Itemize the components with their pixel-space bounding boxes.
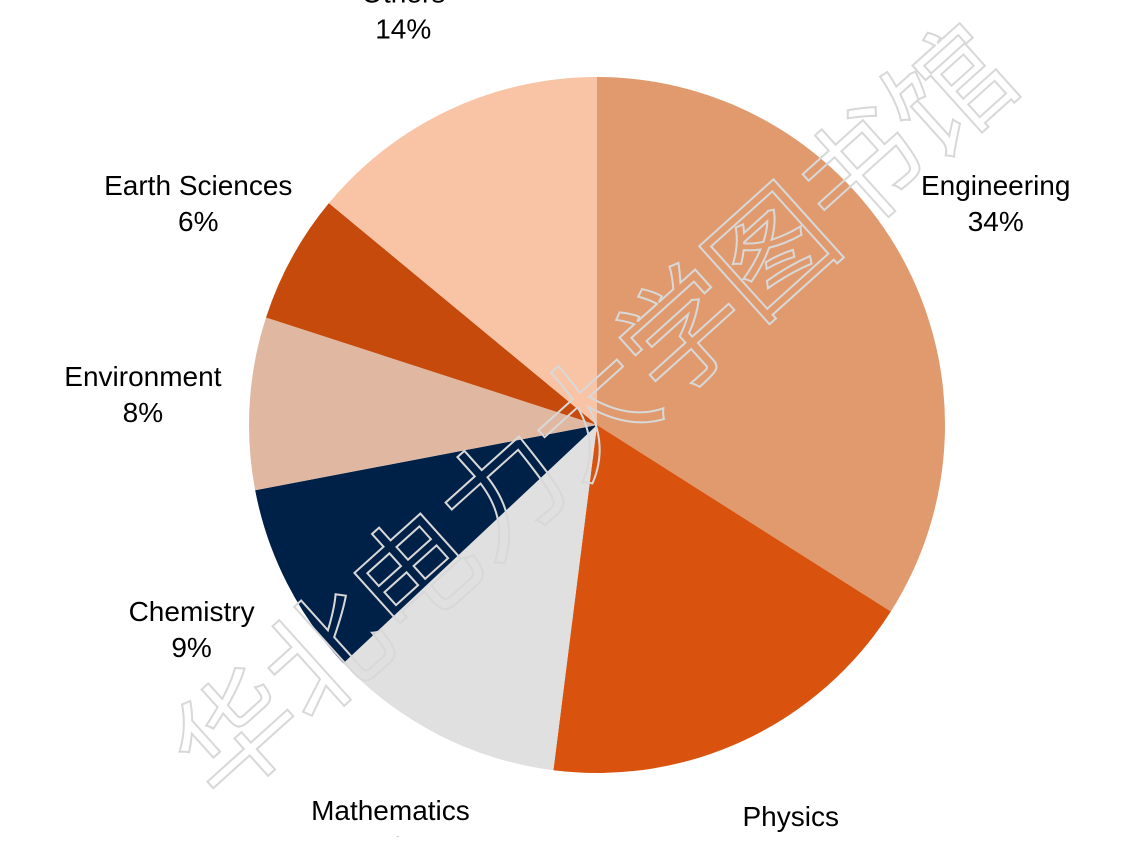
slice-label: Engineering [921,170,1070,201]
slice-value-label: 11% [363,831,417,837]
pie-slice [249,317,597,491]
pie-slice [255,425,597,664]
slice-label: Chemistry [129,596,255,627]
slice-value-label: 14% [375,14,431,45]
slice-label: Physics [742,801,838,832]
slice-label: Earth Sciences [104,170,292,201]
slice-label: Mathematics [311,795,470,826]
pie-slice [553,425,891,773]
slice-value-label: 9% [171,632,211,663]
slice-label: Environment [64,361,221,392]
slice-value-label: 34% [968,206,1024,237]
slice-label: Others [361,0,445,9]
pie-slice [328,77,597,425]
pie-slice [597,77,945,612]
pie-slice [266,203,597,425]
slices [249,77,945,773]
pie-slice [343,425,597,771]
slice-value-label: 8% [123,397,163,428]
slice-value-label: 6% [178,206,218,237]
labels: Engineering34%Physics18%Mathematics11%Ch… [64,0,1070,842]
